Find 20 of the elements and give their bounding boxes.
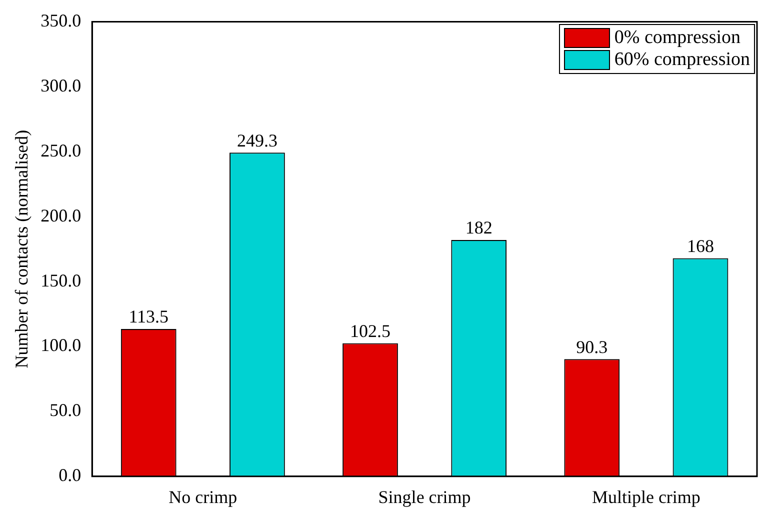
y-axis-title: Number of contacts (normalised) xyxy=(12,130,32,368)
data-label: 113.5 xyxy=(128,306,169,327)
y-tick-label: 350.0 xyxy=(40,10,82,31)
y-tick-label: 200.0 xyxy=(40,205,82,226)
data-label: 90.3 xyxy=(576,336,608,357)
y-tick-label: 50.0 xyxy=(50,400,82,420)
y-tick-label: 300.0 xyxy=(40,75,82,96)
x-tick-label: Single crimp xyxy=(378,486,471,507)
data-label: 182 xyxy=(465,218,492,238)
y-tick-label: 100.0 xyxy=(40,335,82,356)
y-tick-label: 150.0 xyxy=(40,270,82,290)
x-tick-label: Multiple crimp xyxy=(592,486,700,507)
data-label: 102.5 xyxy=(350,321,390,341)
legend-label: 0% compression xyxy=(614,26,740,49)
data-label: 249.3 xyxy=(236,130,278,150)
legend-label: 60% compression xyxy=(614,48,750,71)
x-tick-label: No crimp xyxy=(168,486,238,507)
y-tick-label: 0.0 xyxy=(58,465,82,486)
y-tick-label: 250.0 xyxy=(40,140,82,160)
data-label: 168 xyxy=(686,236,714,256)
